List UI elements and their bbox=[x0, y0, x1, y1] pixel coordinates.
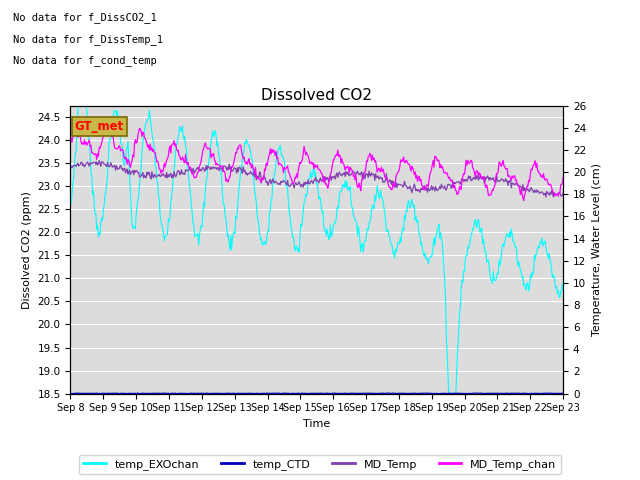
Text: No data for f_DissTemp_1: No data for f_DissTemp_1 bbox=[13, 34, 163, 45]
Legend: temp_EXOchan, temp_CTD, MD_Temp, MD_Temp_chan: temp_EXOchan, temp_CTD, MD_Temp, MD_Temp… bbox=[79, 455, 561, 474]
Text: No data for f_DissCO2_1: No data for f_DissCO2_1 bbox=[13, 12, 157, 23]
Y-axis label: Dissolved CO2 (ppm): Dissolved CO2 (ppm) bbox=[22, 191, 32, 309]
Title: Dissolved CO2: Dissolved CO2 bbox=[261, 88, 372, 103]
X-axis label: Time: Time bbox=[303, 419, 330, 429]
Text: No data for f_cond_temp: No data for f_cond_temp bbox=[13, 55, 157, 66]
Y-axis label: Temperature, Water Level (cm): Temperature, Water Level (cm) bbox=[592, 163, 602, 336]
Text: GT_met: GT_met bbox=[75, 120, 124, 133]
